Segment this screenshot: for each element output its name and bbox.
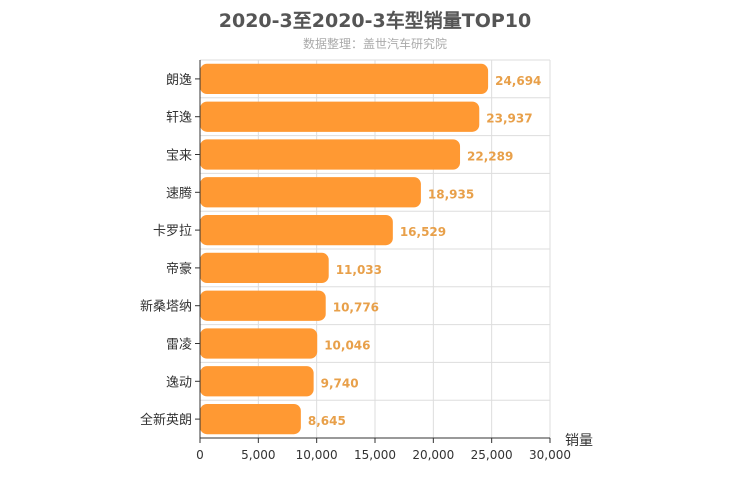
x-tick-label: 20,000 — [412, 448, 454, 462]
data-label: 10,046 — [324, 339, 370, 353]
data-label: 24,694 — [495, 74, 541, 88]
bars: 24,694 23,937 22,289 18,935 16,529 11,033 10,7… — [200, 63, 541, 435]
data-label: 16,529 — [400, 225, 446, 239]
data-label: 22,289 — [467, 150, 513, 164]
category-label: 宝来 — [166, 149, 192, 164]
x-axis-title: 销量 — [565, 433, 593, 449]
bar-帝豪 — [200, 252, 329, 284]
bar-全新英朗 — [200, 403, 301, 435]
category-label: 帝豪 — [166, 261, 192, 277]
bar-卡罗拉 — [200, 214, 393, 246]
bar-轩逸 — [200, 101, 480, 132]
x-tick-label: 30,000 — [529, 448, 571, 462]
category-label: 速腾 — [166, 185, 192, 201]
data-label: 23,937 — [486, 112, 532, 126]
category-label: 卡罗拉 — [153, 224, 192, 239]
x-tick-label: 25,000 — [471, 448, 513, 462]
bar-逸动 — [200, 366, 314, 397]
data-label: 10,776 — [333, 301, 379, 315]
data-label: 8,645 — [308, 414, 346, 428]
data-label: 9,740 — [321, 376, 359, 390]
x-tick-label: 15,000 — [354, 448, 396, 462]
category-label: 雷凌 — [166, 338, 192, 353]
bar-朗逸 — [200, 63, 489, 95]
category-label: 新桑塔纳 — [140, 299, 192, 315]
grid-lines — [200, 59, 551, 439]
x-tick-label: 5,000 — [241, 448, 275, 462]
chart-subtitle: 数据整理：盖世汽车研究院 — [302, 37, 447, 51]
x-tick-label: 0 — [196, 448, 204, 462]
bar-宝来 — [200, 139, 461, 170]
bar-速腾 — [200, 177, 421, 208]
bar-新桑塔纳 — [200, 290, 326, 321]
axes: 0 5,000 10,000 15,000 20,000 25,000 30,000 朗逸轩逸… — [140, 60, 593, 462]
data-label: 11,033 — [336, 263, 382, 277]
category-label: 朗逸 — [166, 73, 192, 88]
category-label: 轩逸 — [166, 111, 192, 126]
chart-title: 2020-3至2020-3车型销量TOP10 — [218, 10, 532, 32]
x-tick-label: 10,000 — [296, 448, 338, 462]
bar-雷凌 — [200, 328, 318, 359]
data-label: 18,935 — [428, 187, 474, 201]
category-label: 全新英朗 — [140, 412, 192, 428]
category-label: 逸动 — [166, 375, 192, 390]
